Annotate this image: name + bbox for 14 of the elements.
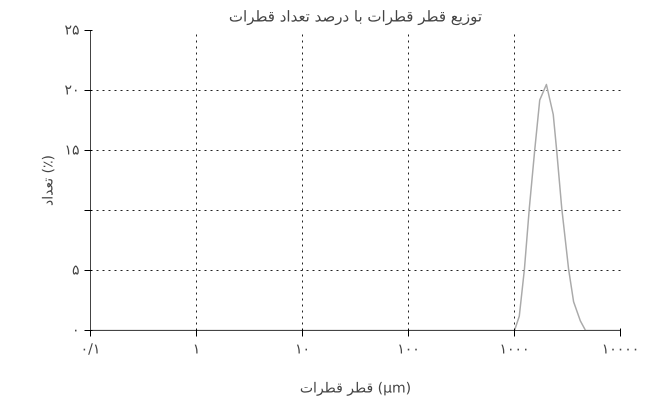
chart-title: توزیع قطر قطرات با درصد تعداد قطرات — [228, 8, 482, 26]
y-tick-label: ۱۵ — [64, 142, 80, 158]
y-axis-title: تعداد (٪) — [40, 154, 56, 206]
y-tick-label: ۵ — [72, 262, 80, 278]
x-tick-label: ۰/۱ — [80, 342, 100, 358]
y-tick-label: ۰ — [72, 322, 80, 338]
x-tick-label: ۱ — [192, 342, 200, 358]
x-axis-title: قطر قطرات (μm) — [300, 380, 412, 396]
x-tick-label: ۱۰۰۰۰ — [602, 342, 640, 358]
x-tick-label: ۱۰۰۰ — [499, 342, 530, 358]
x-tick-label: ۱۰۰ — [397, 342, 420, 358]
y-tick-label: ۲۰ — [64, 82, 80, 98]
y-tick-label: ۲۵ — [64, 22, 80, 38]
x-tick-label: ۱۰ — [294, 342, 310, 358]
